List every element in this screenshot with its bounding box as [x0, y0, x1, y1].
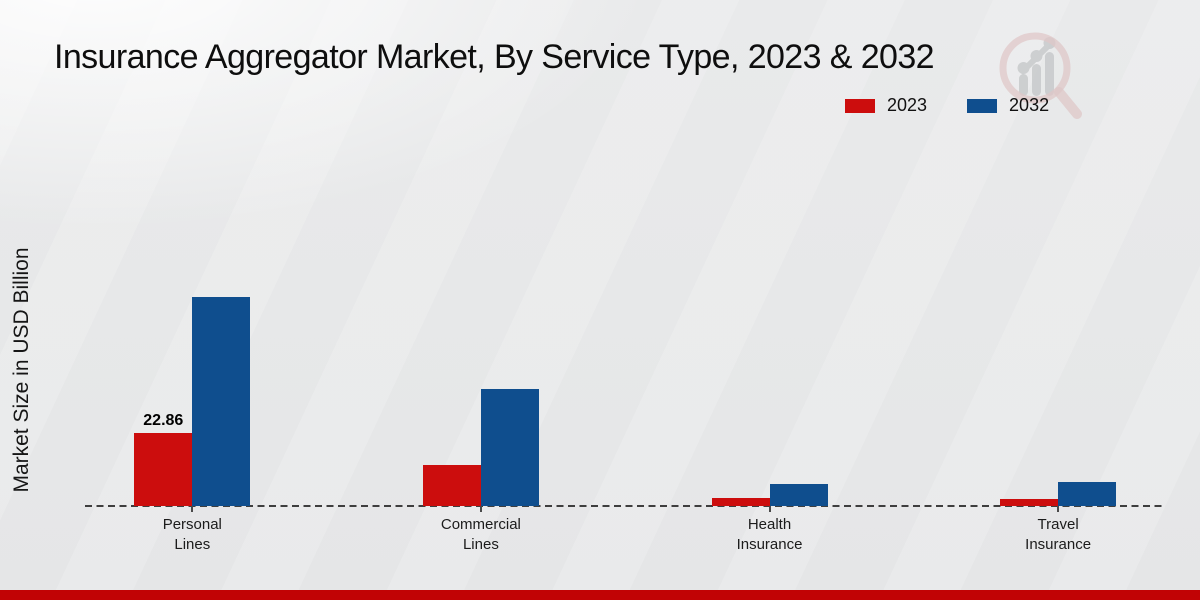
- category-label-line: Personal: [162, 516, 222, 533]
- bar-value-label: 22.86: [143, 411, 184, 429]
- category-label-line: Travel: [1037, 516, 1079, 533]
- axis-tick: [479, 506, 482, 512]
- category-label: Health Insurance: [695, 515, 845, 554]
- axis-tick: [768, 506, 771, 512]
- legend-label-2032: 2032: [1009, 95, 1050, 115]
- category-label: Travel Insurance: [983, 515, 1133, 554]
- magnifier-growth-chart-logo: [995, 28, 1085, 125]
- category-label-line: Insurance: [1025, 535, 1092, 553]
- category-label-line: Lines: [462, 535, 499, 553]
- category-label-line: Lines: [174, 535, 211, 553]
- legend-swatch-2032: [967, 98, 998, 113]
- footer-accent-bar: [0, 590, 1200, 600]
- legend-swatch-2023: [845, 98, 875, 113]
- x-axis-baseline: [85, 505, 1163, 507]
- bar-2023-category-2: [711, 498, 770, 506]
- legend-label-2023: 2023: [887, 95, 928, 115]
- legend-item-2032: 2032: [967, 95, 1049, 116]
- bar-2032-category-0: [192, 297, 251, 506]
- watermark-logo-svg: [999, 32, 1082, 119]
- category-label-line: Commercial: [440, 516, 521, 533]
- bar-2023-category-1: [422, 465, 481, 506]
- category-label: Commercial Lines: [406, 515, 556, 554]
- bar-2023-category-0: [134, 432, 193, 506]
- category-label-line: Health: [747, 516, 792, 533]
- bar-2032-category-1: [480, 389, 539, 506]
- legend: 2023 2032: [845, 95, 1049, 116]
- bar-2032-category-2: [769, 483, 828, 506]
- category-label: Personal Lines: [117, 515, 267, 554]
- legend-item-2023: 2023: [845, 95, 927, 116]
- bar-2023-category-3: [1000, 498, 1059, 506]
- axis-tick: [191, 506, 194, 512]
- axis-tick: [1057, 506, 1060, 512]
- chart-title: Insurance Aggregator Market, By Service …: [54, 38, 935, 76]
- bar-2032-category-3: [1058, 482, 1117, 506]
- category-label-line: Insurance: [736, 535, 803, 553]
